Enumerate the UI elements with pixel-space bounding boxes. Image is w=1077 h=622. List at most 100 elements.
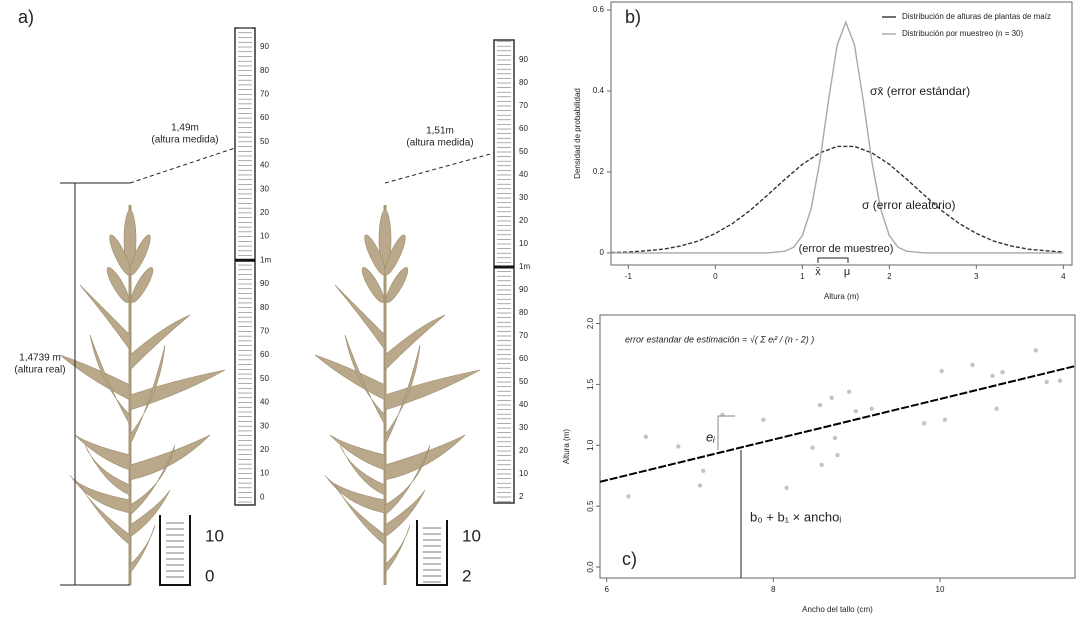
x-tick-label: 10 bbox=[936, 585, 945, 594]
panel-label: b) bbox=[625, 7, 641, 27]
ruler-label: 40 bbox=[519, 170, 528, 179]
panel-label: a) bbox=[18, 7, 34, 27]
scatter-point bbox=[942, 417, 948, 422]
series-line bbox=[611, 20, 1064, 254]
scatter-point bbox=[846, 389, 852, 394]
fit-line bbox=[599, 365, 1076, 483]
ruler-label: 70 bbox=[260, 327, 269, 336]
ruler-label: 60 bbox=[260, 113, 269, 122]
x-tick-label: 4 bbox=[1061, 272, 1066, 281]
ruler-label: 50 bbox=[519, 147, 528, 156]
y-tick-label: 0.4 bbox=[593, 86, 605, 95]
scatter-point bbox=[643, 434, 649, 439]
x-tick-label: -1 bbox=[625, 272, 633, 281]
scatter-point bbox=[994, 406, 999, 411]
ruler-label: 10 bbox=[519, 239, 528, 248]
annotation: (error de muestreo) bbox=[799, 243, 894, 255]
ruler-label: 40 bbox=[519, 400, 528, 409]
x-tick-label: 8 bbox=[771, 585, 776, 594]
ruler-label: 80 bbox=[519, 78, 528, 87]
ruler-label: 0 bbox=[260, 492, 265, 501]
x-tick-label: 0 bbox=[713, 272, 718, 281]
measured-note: (altura medida) bbox=[151, 135, 218, 146]
ruler-label: 60 bbox=[260, 350, 269, 359]
real-note: (altura real) bbox=[14, 365, 65, 376]
scatter-point bbox=[829, 395, 834, 400]
annotation: σx̄ (error estándar) bbox=[870, 84, 970, 98]
ruler-label: 30 bbox=[519, 193, 528, 202]
plant-illustration bbox=[58, 203, 227, 587]
scatter-point bbox=[761, 417, 766, 422]
ruler-label: 90 bbox=[260, 42, 269, 51]
ruler-label: 90 bbox=[519, 55, 528, 64]
ruler-label: 20 bbox=[260, 445, 269, 454]
ruler-label: 80 bbox=[260, 66, 269, 75]
ruler-label: 40 bbox=[260, 161, 269, 170]
scatter-point bbox=[784, 485, 789, 491]
ruler-label: 50 bbox=[260, 374, 269, 383]
measured-height: 1,51m bbox=[426, 126, 454, 137]
scatter-point bbox=[810, 445, 815, 450]
scatter-point bbox=[626, 494, 631, 499]
plot-frame bbox=[599, 314, 1076, 579]
scatter-point bbox=[1000, 370, 1005, 375]
scatter-point bbox=[990, 373, 995, 379]
x-tick-label: 6 bbox=[604, 585, 609, 594]
cup bbox=[416, 520, 448, 586]
ruler-label: 30 bbox=[519, 423, 528, 432]
y-tick-label: 1.5 bbox=[586, 378, 595, 390]
plant-illustration bbox=[313, 203, 482, 587]
y-tick-label: 2.0 bbox=[586, 317, 595, 329]
ruler-label: 1m bbox=[260, 255, 271, 264]
y-tick-label: 0 bbox=[600, 248, 605, 257]
measure-line bbox=[384, 152, 495, 184]
ruler-label: 80 bbox=[519, 308, 528, 317]
scatter-point bbox=[939, 368, 944, 374]
cup-label: 2 bbox=[462, 566, 471, 585]
scatter-point bbox=[701, 468, 706, 474]
ruler-label: 90 bbox=[260, 279, 269, 288]
cup-label: 0 bbox=[205, 566, 214, 585]
series-line bbox=[610, 145, 1064, 254]
measured-height: 1,49m bbox=[171, 123, 199, 134]
ruler-label: 10 bbox=[260, 232, 269, 241]
panel-label: c) bbox=[622, 549, 637, 569]
ruler-label: 20 bbox=[260, 208, 269, 217]
scatter-point bbox=[697, 483, 703, 488]
ruler-label: 50 bbox=[260, 137, 269, 146]
annotation: error estandar de estimación = √( Σ eᵢ² … bbox=[625, 334, 814, 344]
ruler-label: 2 bbox=[519, 492, 524, 501]
scatter-point bbox=[970, 362, 975, 368]
scatter-point bbox=[819, 462, 824, 467]
x-tick-label: 2 bbox=[887, 272, 892, 281]
scatter-point bbox=[832, 435, 838, 441]
ruler-label: 20 bbox=[519, 216, 528, 225]
legend-label: Distribución de alturas de plantas de ma… bbox=[902, 12, 1051, 21]
annotation: σ (error aleatorio) bbox=[862, 198, 955, 212]
ruler-label: 10 bbox=[519, 469, 528, 478]
scatter-point bbox=[835, 452, 840, 458]
cup-label: 10 bbox=[462, 526, 481, 545]
real-height: 1,4739 m bbox=[19, 353, 61, 364]
x-tick-label: 3 bbox=[974, 272, 979, 281]
scatter-point bbox=[853, 408, 859, 414]
scatter-point bbox=[869, 406, 874, 411]
ruler-label: 50 bbox=[519, 377, 528, 386]
measure-line bbox=[129, 147, 236, 184]
ruler-label: 60 bbox=[519, 354, 528, 363]
ruler-label: 80 bbox=[260, 303, 269, 312]
y-axis-label: Densidad de probabilidad bbox=[573, 88, 582, 179]
scatter-point bbox=[817, 402, 823, 408]
y-tick-label: 1.0 bbox=[586, 439, 595, 451]
annotation: b₀ + b₁ × anchoᵢ bbox=[750, 509, 841, 524]
ruler bbox=[234, 27, 256, 506]
bracket bbox=[817, 257, 849, 263]
y-tick-label: 0.0 bbox=[586, 561, 595, 573]
scatter-point bbox=[921, 421, 927, 426]
scatter-point bbox=[1033, 348, 1039, 353]
ruler-label: 10 bbox=[260, 469, 269, 478]
scatter-point bbox=[1044, 379, 1049, 385]
scatter-point bbox=[1057, 378, 1063, 383]
ruler-label: 70 bbox=[519, 331, 528, 340]
ruler-label: 30 bbox=[260, 184, 269, 193]
